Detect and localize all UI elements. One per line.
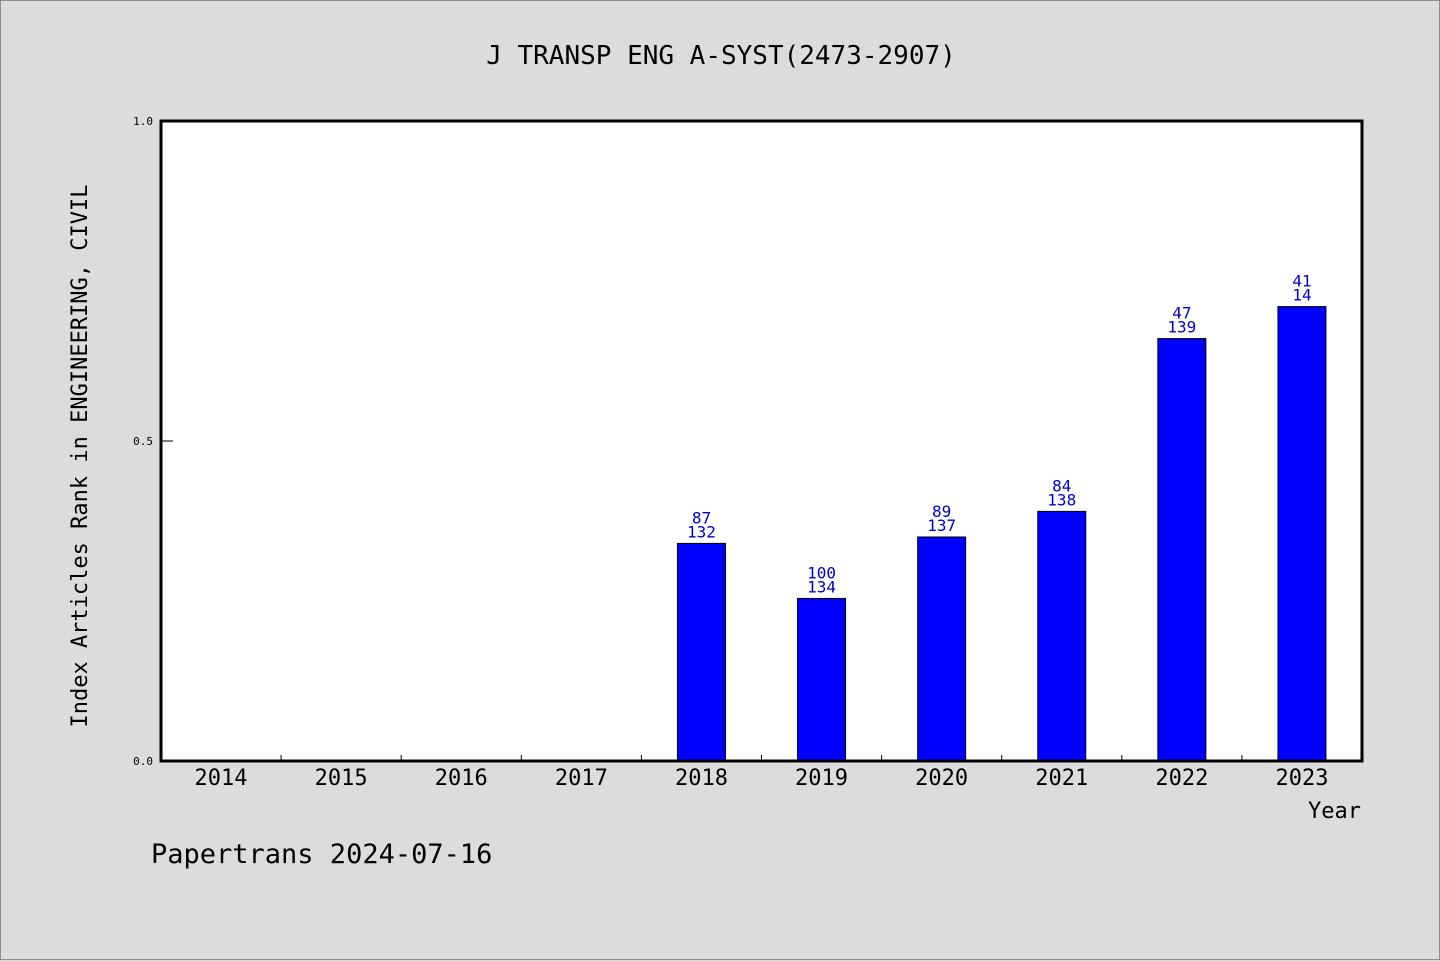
bar-label-rank: 100: [807, 563, 836, 582]
bar-label-total: 137: [927, 516, 956, 535]
footer-credit: Papertrans 2024-07-16: [151, 839, 492, 870]
x-tick-label: 2018: [675, 766, 728, 791]
bar-label-rank: 87: [692, 508, 711, 527]
bar-label-total: 14: [1292, 286, 1311, 305]
bar-label-rank: 84: [1052, 476, 1071, 495]
y-tick-label: 0.0: [133, 755, 153, 768]
x-tick-label: 2015: [315, 766, 368, 791]
bar-label-rank: 41: [1292, 272, 1311, 291]
bar-label-total: 134: [807, 577, 836, 596]
x-tick-label: 2019: [795, 766, 848, 791]
x-tick-label: 2021: [1035, 766, 1088, 791]
plot-border: [159, 119, 1364, 763]
x-tick-label: 2023: [1275, 766, 1328, 791]
y-axis-title: Index Articles Rank in ENGINEERING, CIVI…: [68, 184, 93, 727]
x-tick-label: 2022: [1155, 766, 1208, 791]
bar: [797, 597, 847, 762]
x-tick-label: 2016: [435, 766, 488, 791]
bar: [676, 542, 726, 762]
x-axis-title: Year: [1308, 799, 1361, 824]
y-tick-label: 0.5: [133, 435, 153, 448]
bar-label-total: 132: [687, 522, 716, 541]
x-tick-label: 2017: [555, 766, 608, 791]
bar-label-total: 138: [1047, 490, 1076, 509]
chart-title: J TRANSP ENG A-SYST(2473-2907): [486, 41, 956, 71]
bars-group: [676, 306, 1327, 762]
bar: [1157, 338, 1207, 762]
bar-label-rank: 89: [932, 502, 951, 521]
bar: [1037, 510, 1087, 762]
y-tick-labels-group: 0.0 0.5 1.0: [133, 115, 153, 768]
bar: [917, 536, 967, 762]
category-labels-group: 2014 2015 2016 2017 2018 2019 2020 2021 2022 2023: [195, 766, 1329, 791]
bar-label-rank: 47: [1172, 304, 1191, 323]
x-tick-label: 2014: [195, 766, 248, 791]
bar-label-total: 139: [1167, 318, 1196, 337]
bar: [1277, 306, 1327, 762]
x-tick-label: 2020: [915, 766, 968, 791]
y-tick-label: 1.0: [133, 115, 153, 128]
